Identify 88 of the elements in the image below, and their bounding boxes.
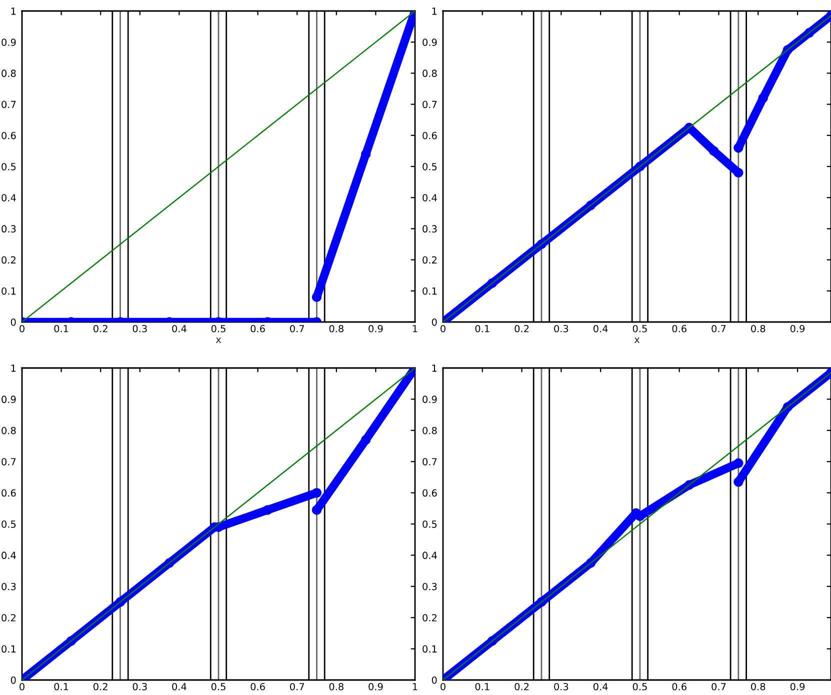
x-tick-label: 0.8 [751, 324, 766, 332]
x-tick-label: 0.7 [290, 682, 304, 690]
y-tick-label: 1 [432, 364, 437, 372]
x-tick-label: 0.8 [329, 324, 344, 332]
x-tick-label: 0.7 [712, 682, 726, 690]
y-tick-label: 0.2 [2, 614, 16, 622]
x-tick-label: 0.3 [132, 682, 147, 690]
x-tick-label: 0.3 [132, 324, 147, 332]
x-tick-label: 0.1 [54, 682, 68, 690]
y-tick-label: 0.4 [422, 194, 437, 202]
y-tick-label: 0.9 [422, 396, 437, 404]
y-tick-label: 0.9 [422, 38, 437, 46]
y-tick-label: 0.6 [422, 132, 437, 140]
x-tick-label: 0.8 [329, 682, 344, 690]
y-tick-label: 0.8 [422, 426, 437, 434]
x-tick-label: 0.1 [54, 324, 68, 332]
x-axis-title: x [216, 338, 222, 343]
x-tick-label: 0 [20, 682, 24, 690]
x-tick-label: 0.9 [790, 682, 805, 690]
x-tick-label: 0 [440, 682, 446, 690]
x-tick-label: 0.9 [368, 324, 383, 332]
y-tick-label: 0.7 [422, 100, 437, 108]
x-tick-label: 0.2 [514, 324, 529, 332]
y-tick-label: 0.9 [2, 396, 16, 404]
x-tick-label: 0.6 [672, 682, 686, 690]
y-tick-label: 0.1 [2, 287, 16, 295]
x-tick-label: 0.3 [554, 324, 568, 332]
x-tick-label: 0.2 [94, 324, 108, 332]
x-tick-label: 0 [440, 324, 446, 332]
y-tick-label: 0.5 [2, 520, 16, 528]
y-tick-label: 0.5 [422, 520, 437, 528]
x-tick-label: 0.4 [593, 324, 608, 332]
y-tick-label: 0.7 [2, 458, 16, 466]
y-tick-label: 0.5 [2, 162, 16, 170]
x-tick-label: 1 [412, 683, 418, 690]
x-tick-label: 0.5 [211, 324, 226, 332]
y-tick-label: 0.3 [422, 582, 437, 590]
x-tick-label: 0.1 [475, 682, 490, 690]
x-tick-label: 1 [412, 325, 418, 332]
y-tick-label: 0.5 [422, 162, 437, 170]
y-tick-label: 0.8 [2, 426, 16, 434]
y-tick-label: 0.4 [422, 552, 437, 560]
x-tick-label: 0.7 [712, 324, 726, 332]
y-tick-label: 0.6 [2, 132, 16, 140]
y-tick-label: 0.1 [422, 287, 437, 295]
x-tick-label: 0.2 [94, 682, 108, 690]
x-tick-label: 0.5 [211, 682, 226, 690]
x-tick-label: 0.6 [672, 324, 686, 332]
y-tick-label: 0.3 [2, 225, 16, 233]
y-tick-label: 0.7 [422, 458, 437, 466]
y-tick-label: 0.7 [2, 100, 16, 108]
x-tick-label: 0.8 [751, 682, 766, 690]
y-tick-label: 0.4 [2, 194, 16, 202]
x-axis-title: x [634, 338, 640, 343]
y-tick-label: 1 [11, 8, 16, 15]
x-tick-label: 0.5 [632, 682, 647, 690]
x-tick-label: 0.2 [514, 682, 529, 690]
y-tick-label: 0.6 [422, 489, 437, 497]
x-tick-label: 0.9 [790, 324, 805, 332]
y-tick-label: 0.2 [2, 256, 16, 264]
x-tick-label: 0.7 [290, 324, 304, 332]
x-tick-label: 0.4 [172, 324, 186, 332]
y-tick-label: 0.1 [422, 645, 437, 653]
y-tick-label: 0.6 [2, 489, 16, 497]
y-tick-label: 0.8 [2, 70, 16, 78]
x-tick-label: 0.1 [475, 324, 490, 332]
x-tick-label: 0.6 [250, 324, 265, 332]
y-tick-label: 0 [10, 676, 16, 684]
y-tick-label: 0.9 [2, 38, 16, 46]
y-tick-label: 0.2 [422, 256, 436, 264]
y-tick-label: 0 [10, 318, 16, 326]
x-tick-label: 0.4 [172, 682, 186, 690]
y-tick-label: 0 [432, 318, 437, 326]
x-tick-label: 0.9 [368, 682, 383, 690]
y-tick-label: 1 [11, 364, 16, 372]
y-tick-label: 0.1 [2, 645, 16, 653]
x-tick-label: 0.3 [554, 682, 568, 690]
x-tick-label: 0.6 [250, 682, 265, 690]
y-tick-label: 0.4 [2, 552, 16, 560]
x-tick-label: 0.5 [632, 324, 647, 332]
x-tick-label: 0 [20, 324, 24, 332]
y-tick-label: 1 [432, 8, 437, 15]
y-tick-label: 0.3 [2, 582, 16, 590]
y-tick-label: 0.2 [422, 614, 436, 622]
y-tick-label: 0.3 [422, 225, 437, 233]
y-tick-label: 0.8 [422, 70, 437, 78]
x-tick-label: 0.4 [593, 682, 608, 690]
y-tick-label: 0 [432, 676, 437, 684]
